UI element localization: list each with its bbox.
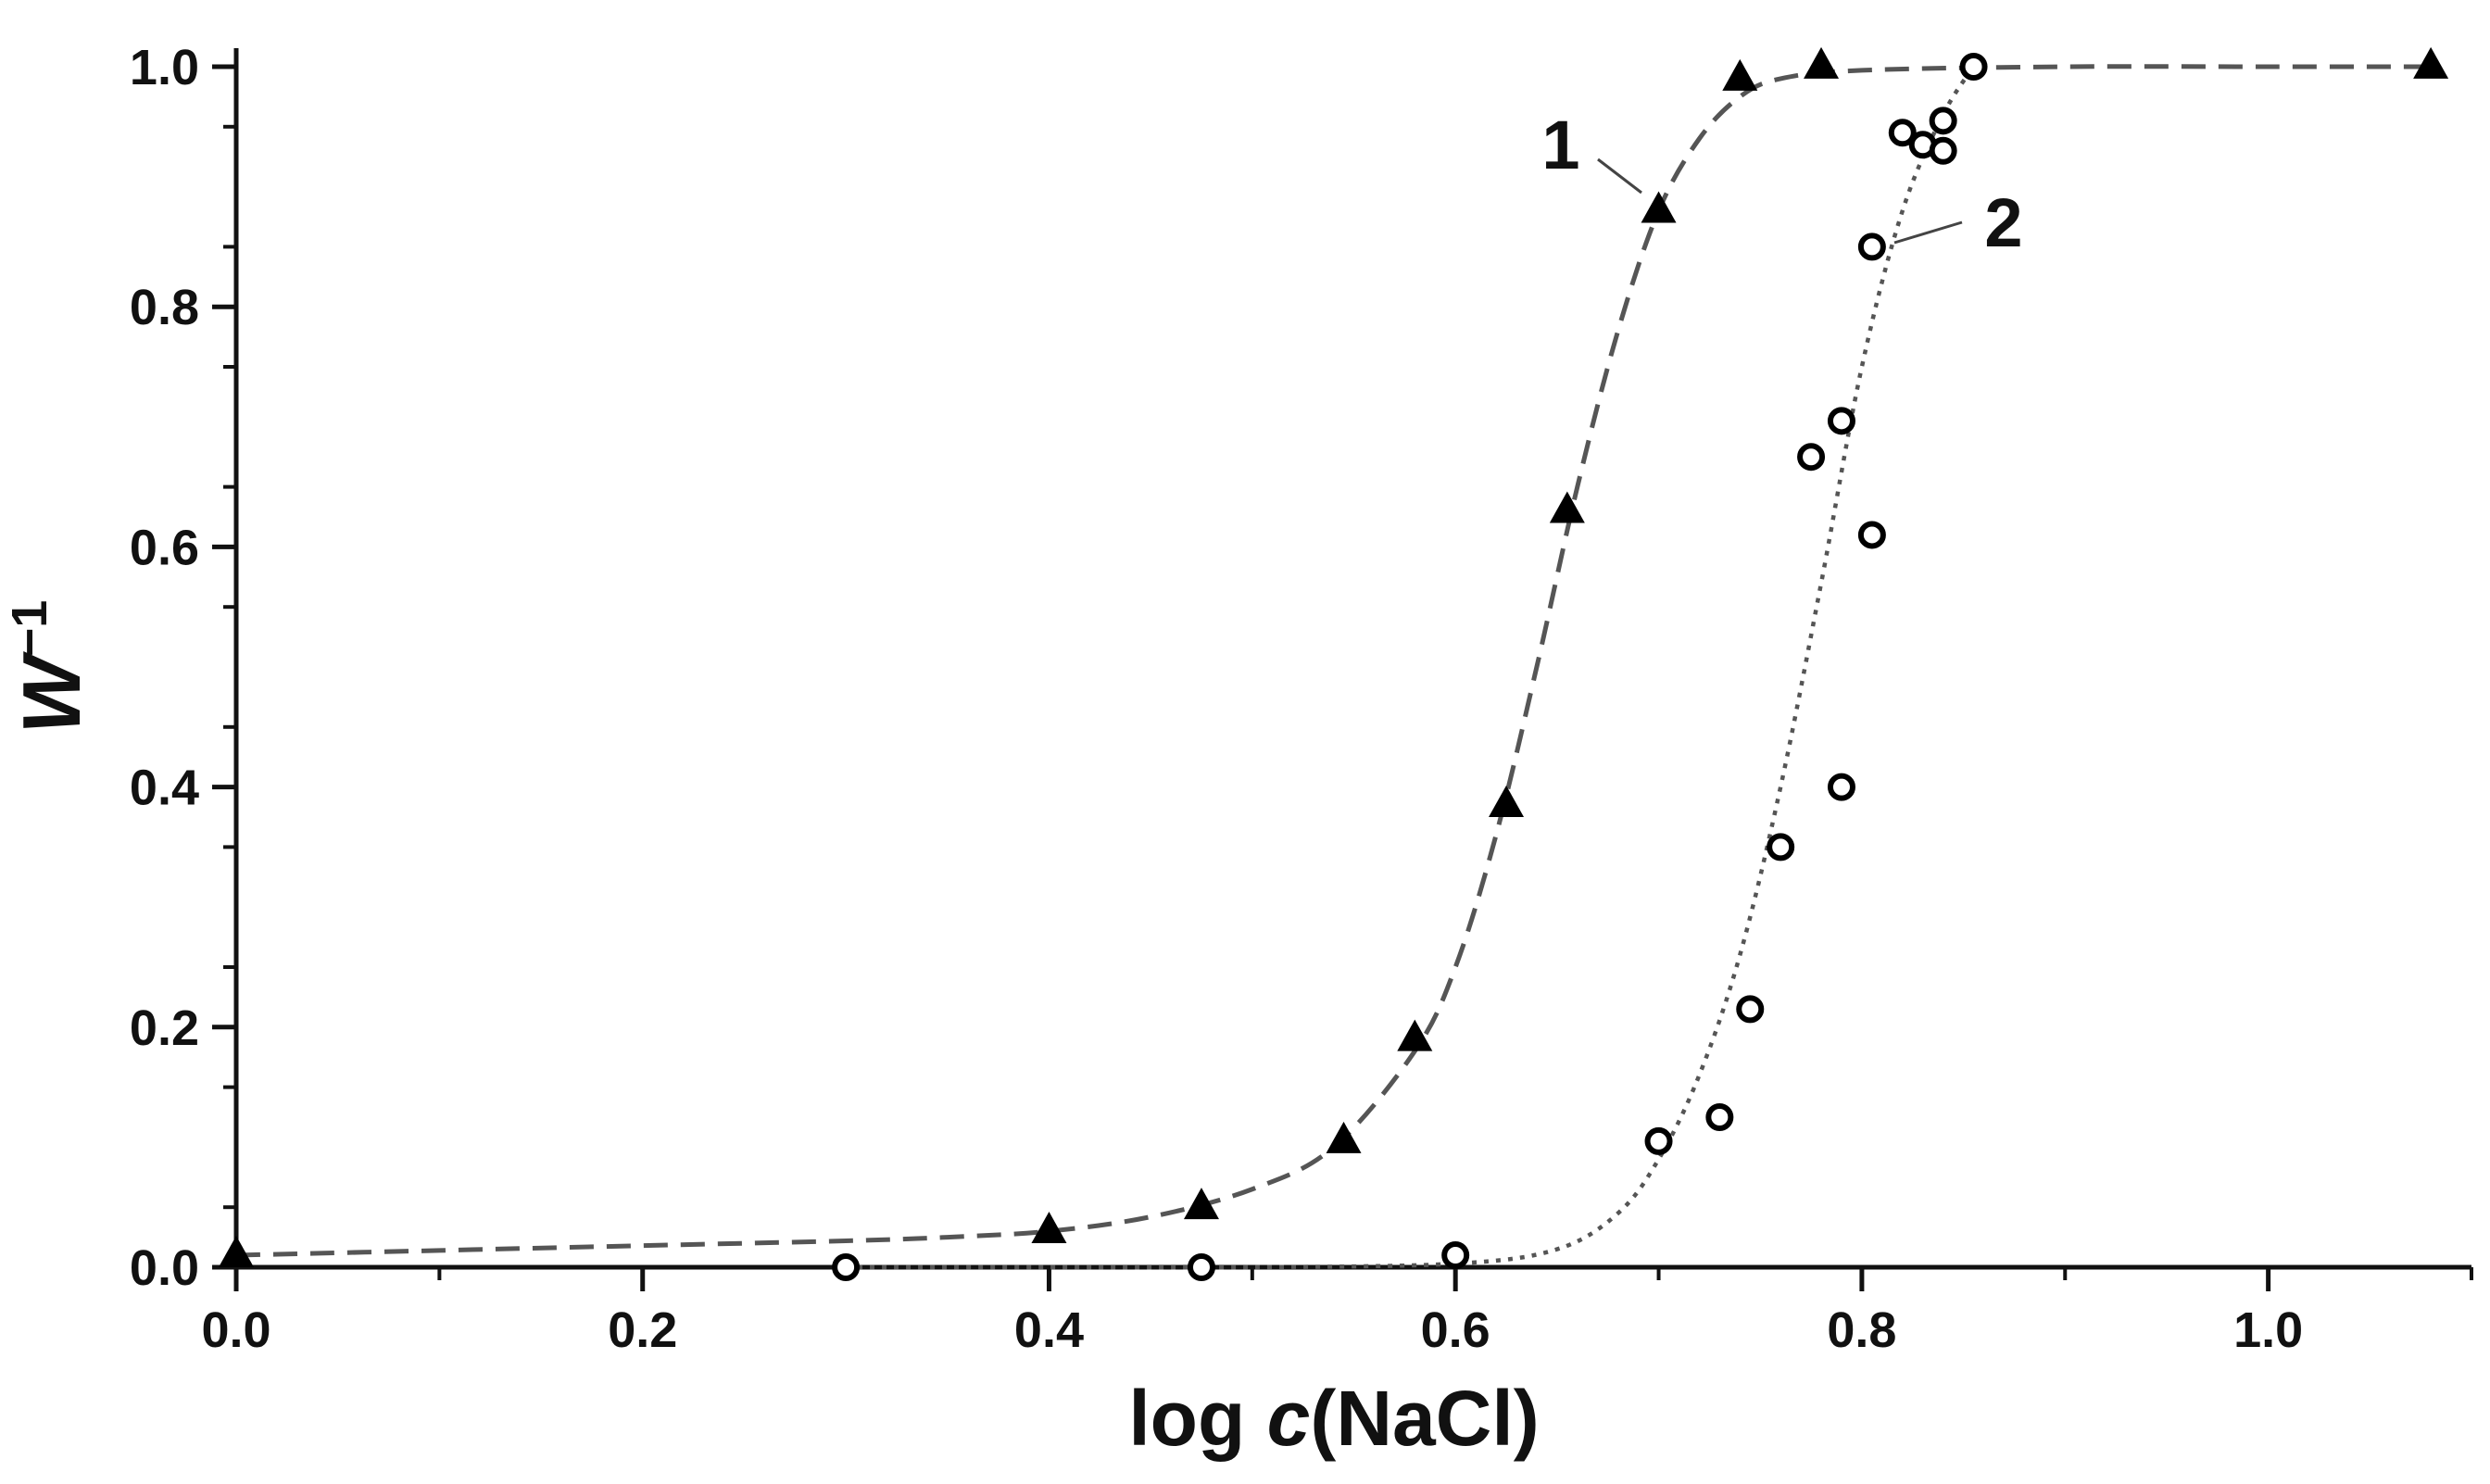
x-tick-label: 0.0 — [201, 1302, 270, 1358]
x-tick-label: 0.2 — [608, 1302, 677, 1358]
fit-curve-series-2 — [846, 65, 1976, 1270]
series-2-circle-point — [1929, 136, 1957, 165]
series-1-triangle-point — [1804, 46, 1840, 79]
series-1-triangle-point — [1397, 1019, 1433, 1051]
x-tick-label: 0.4 — [1014, 1302, 1084, 1358]
series-2-circle-point — [1736, 995, 1765, 1024]
series-1-triangle-point — [219, 1235, 254, 1267]
series-1-triangle-point — [1031, 1212, 1067, 1244]
fit-curves — [235, 64, 2432, 1270]
y-tick-label: 1.0 — [130, 40, 199, 95]
y-axis-title-superscript: −1 — [2, 600, 57, 658]
fit-curve-series-1 — [235, 64, 2432, 1258]
y-tick-label: 0.6 — [130, 520, 199, 575]
x-axis-title-prefix: log — [1128, 1375, 1266, 1462]
series-2-circle-point — [1644, 1126, 1673, 1155]
curve-labels: 12 — [1541, 107, 2022, 261]
label-2-leader — [1893, 220, 1963, 245]
y-tick-label: 0.0 — [130, 1240, 199, 1296]
series-1-triangle-point — [1641, 191, 1677, 223]
series-2-circle-point — [1959, 53, 1988, 81]
series-2-circle-point — [1705, 1103, 1734, 1131]
series-2-circle-point — [1767, 833, 1795, 861]
series-2-circle-point — [1441, 1241, 1470, 1270]
curve-label-1: 1 — [1541, 107, 1579, 183]
series-2-circle-point — [1929, 107, 1957, 135]
y-tick-label: 0.2 — [130, 1000, 199, 1056]
series-1-triangle-point — [1489, 785, 1525, 817]
series-1-triangle-point — [1549, 491, 1585, 523]
x-axis-title-variable: c — [1267, 1375, 1311, 1462]
series-2-circle-point — [1827, 407, 1855, 435]
y-tick-label: 0.4 — [130, 761, 199, 816]
series-1-triangle-point — [1183, 1188, 1219, 1220]
x-axis-title: log c(NaCl) — [1128, 1375, 1539, 1462]
data-points — [219, 46, 2449, 1281]
x-tick-label: 1.0 — [2233, 1302, 2303, 1358]
series-2-circle-point — [832, 1253, 861, 1281]
curve-label-2: 2 — [1984, 184, 2022, 261]
series-2-circle-point — [1797, 443, 1826, 472]
y-tick-label: 0.8 — [130, 280, 199, 335]
x-axis-title-suffix: (NaCl) — [1310, 1375, 1539, 1462]
series-1-triangle-point — [2413, 46, 2449, 79]
y-axis-title-base: W — [6, 650, 97, 734]
x-tick-label: 0.8 — [1827, 1302, 1896, 1358]
series-2-circle-point — [1827, 773, 1855, 801]
x-tick-label: 0.6 — [1421, 1302, 1490, 1358]
series-2-circle-point — [1187, 1253, 1215, 1281]
label-1-leader — [1597, 157, 1642, 195]
series-2-circle-point — [1857, 521, 1886, 549]
axes: 0.0 0.2 0.4 0.6 0.8 1.0 0.0 0.2 0.4 0.6 0.8 1.0 — [130, 40, 2473, 1358]
series-2-circle-point — [1857, 233, 1886, 261]
y-axis-title: W−1 — [2, 600, 97, 735]
series-1-triangle-point — [1722, 58, 1758, 91]
series-1-triangle-point — [1326, 1121, 1362, 1153]
series-2-circle-point — [1888, 119, 1917, 147]
